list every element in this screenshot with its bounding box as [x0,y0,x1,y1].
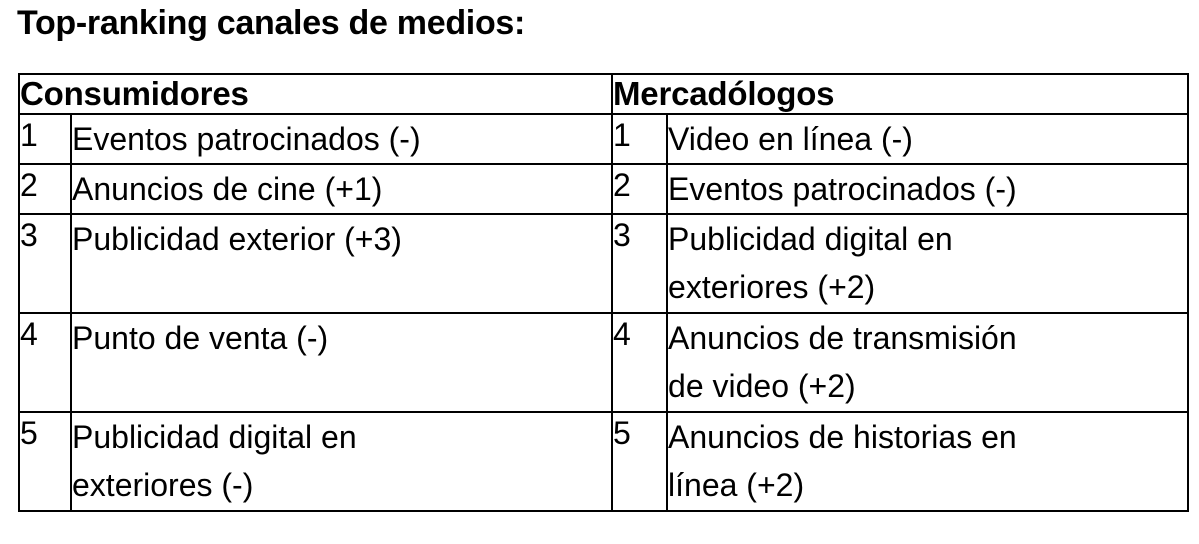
channel-cell-consumidores: Punto de venta (-) [69,312,614,413]
table-row: 3 Publicidad exterior (+3) 3 Publicidad dig… [18,213,1190,314]
channel-cell-consumidores: Eventos patrocinados (-) [69,113,614,165]
table-row: 1 Eventos patrocinados (-) 1 Video en línea… [18,113,1190,165]
table-header-row: Consumidores Mercadólogos [17,73,1190,115]
page-title: Top-ranking canales de medios: [17,4,526,42]
channel-text-line: Video en línea (-) [668,121,913,157]
channel-text-line: Publicidad exterior (+3) [72,221,402,257]
channel-text-line: Eventos patrocinados (-) [72,121,421,157]
channel-text-line: Punto de venta (-) [72,320,329,356]
channel-cell-consumidores: Publicidad exterior (+3) [69,213,614,314]
channel-text-line: de video (+2) [668,368,856,404]
channel-text-line: Publicidad digital en [72,419,357,455]
table-row: 5 Publicidad digital en exteriores (-) 5 Anu… [18,411,1190,512]
channel-text-line: línea (+2) [668,467,805,503]
channel-cell-mercadologos: Eventos patrocinados (-) [666,163,1190,215]
column-header-mercadologos: Mercadólogos [611,73,1190,115]
channel-text-line: Anuncios de cine (+1) [72,171,383,207]
rank-cell-consumidores: 4 [18,312,72,413]
channel-cell-mercadologos: Anuncios de historias en línea (+2) [666,411,1190,512]
table-row: 2 Anuncios de cine (+1) 2 Eventos patrocina… [18,163,1190,215]
rank-cell-consumidores: 3 [18,213,72,314]
table-head: Consumidores Mercadólogos [17,73,1190,115]
column-header-consumidores: Consumidores [17,73,614,115]
channel-cell-mercadologos: Anuncios de transmisión de video (+2) [666,312,1190,413]
rank-cell-consumidores: 5 [18,411,72,512]
rank-cell-mercadologos: 1 [611,113,669,165]
channel-text-line: Publicidad digital en [668,221,953,257]
rank-cell-mercadologos: 5 [611,411,669,512]
rank-cell-consumidores: 2 [18,163,72,215]
rank-cell-mercadologos: 3 [611,213,669,314]
channel-text-line: exteriores (-) [72,467,254,503]
channel-text-line: Anuncios de transmisión [668,320,1017,356]
channel-text-line: exteriores (+2) [668,269,876,305]
rank-cell-consumidores: 1 [18,113,72,165]
channel-cell-consumidores: Publicidad digital en exteriores (-) [69,411,614,512]
table-row: 4 Punto de venta (-) 4 Anuncios de transmis… [18,312,1190,413]
channel-cell-mercadologos: Video en línea (-) [666,113,1190,165]
channel-text-line: Anuncios de historias en [668,419,1017,455]
channel-cell-mercadologos: Publicidad digital en exteriores (+2) [666,213,1190,314]
channel-cell-consumidores: Anuncios de cine (+1) [69,163,614,215]
rank-cell-mercadologos: 4 [611,312,669,413]
media-channels-ranking-table: Consumidores Mercadólogos 1 Eventos patro… [17,73,1190,512]
channel-text-line: Eventos patrocinados (-) [668,171,1017,207]
rank-cell-mercadologos: 2 [611,163,669,215]
table-body: 1 Eventos patrocinados (-) 1 Video en línea… [18,113,1190,512]
